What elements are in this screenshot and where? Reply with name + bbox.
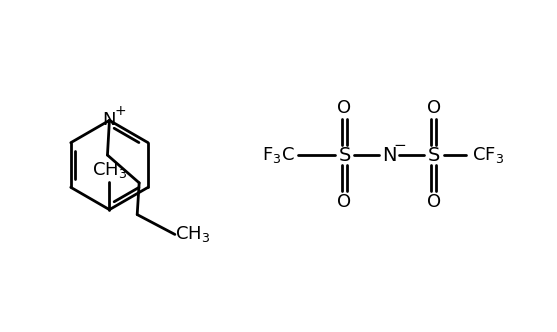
Text: $\mathregular{CH_3}$: $\mathregular{CH_3}$	[175, 224, 211, 244]
Text: −: −	[394, 138, 407, 153]
Text: O: O	[338, 193, 351, 211]
Text: O: O	[427, 193, 441, 211]
Text: $\mathregular{CH_3}$: $\mathregular{CH_3}$	[92, 160, 127, 180]
Text: $\mathregular{CF_3}$: $\mathregular{CF_3}$	[472, 145, 504, 165]
Text: S: S	[428, 146, 440, 165]
Text: O: O	[338, 100, 351, 118]
Text: S: S	[338, 146, 350, 165]
Text: N: N	[382, 146, 397, 165]
Text: N: N	[102, 111, 116, 129]
Text: O: O	[427, 100, 441, 118]
Text: +: +	[115, 105, 126, 119]
Text: $\mathregular{F_3C}$: $\mathregular{F_3C}$	[262, 145, 294, 165]
